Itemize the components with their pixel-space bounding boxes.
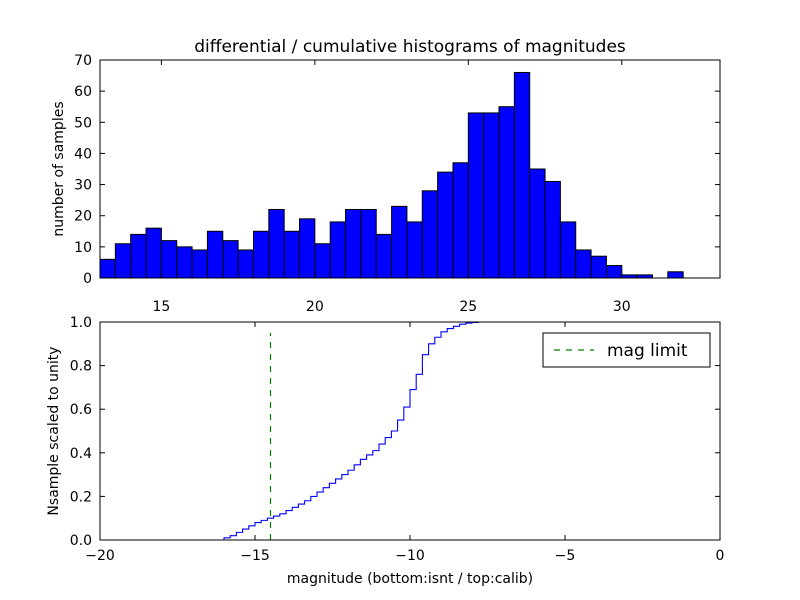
histogram-y-tick-label: 50	[74, 115, 92, 131]
histogram-y-tick-label: 20	[74, 209, 92, 225]
histogram-x-tick-label: 20	[306, 299, 324, 315]
histogram-bars	[99, 71, 684, 279]
histogram-bar	[160, 240, 178, 279]
histogram-panel: differential / cumulative histograms of …	[51, 37, 721, 315]
cumulative-y-tick-label: 0.8	[70, 359, 92, 375]
histogram-y-tick-label: 0	[83, 271, 92, 287]
cumulative-y-tick-label: 1.0	[70, 315, 92, 331]
histogram-bar	[498, 106, 515, 279]
cumulative-x-tick-label: 0	[716, 548, 725, 564]
cumulative-x-tick-label: −10	[395, 548, 425, 564]
histogram-y-tick-label: 70	[74, 53, 92, 69]
histogram-bar	[575, 249, 592, 279]
cumulative-axes-frame	[99, 321, 721, 541]
cumulative-y-tick-label: 0.4	[70, 446, 92, 462]
histogram-bar	[114, 243, 132, 279]
histogram-bar	[145, 227, 162, 279]
histogram-bar	[206, 230, 224, 279]
histogram-bar	[544, 180, 561, 279]
histogram-bar	[375, 233, 393, 279]
histogram-bar	[237, 249, 254, 279]
cumulative-y-tick-label: 0.2	[70, 489, 92, 505]
histogram-bar	[406, 221, 423, 279]
histogram-bar	[99, 258, 116, 279]
histogram-bar	[283, 230, 301, 279]
histogram-bar	[299, 218, 316, 279]
histogram-bar	[268, 208, 285, 279]
histogram-bar	[222, 240, 239, 279]
histogram-y-tick-label: 60	[74, 84, 92, 100]
histogram-bar	[329, 221, 347, 279]
histogram-y-tick-label: 10	[74, 240, 92, 256]
histogram-bar	[467, 112, 485, 279]
legend-mag-limit-label: mag limit	[607, 341, 688, 361]
histogram-bar	[314, 243, 331, 279]
histogram-y-tick-label: 40	[74, 146, 92, 162]
histogram-x-tick-label: 30	[613, 299, 631, 315]
legend: mag limit	[542, 332, 711, 368]
cumulative-y-tick-label: 0.0	[70, 533, 92, 549]
histogram-x-tick-label: 25	[459, 299, 477, 315]
histogram-ticks: 15 20 25 30 0 10 20 30 40 50 60 70	[74, 53, 720, 315]
histogram-bar	[483, 112, 500, 279]
cumulative-panel: −20 −15 −10 −5 0 0.0 0.2 0.4 0.6 0.8 1.0 magnitude…	[46, 315, 724, 587]
histogram-bar	[191, 249, 208, 279]
cumulative-step-line	[100, 321, 720, 541]
histogram-bar	[559, 221, 577, 279]
cumulative-x-axis-label: magnitude (bottom:isnt / top:calib)	[287, 571, 533, 587]
cumulative-x-tick-label: −20	[85, 548, 115, 564]
histogram-bar	[590, 255, 607, 279]
histogram-bar	[605, 265, 623, 279]
cumulative-y-tick-label: 0.6	[70, 402, 92, 418]
cumulative-ticks: −20 −15 −10 −5 0 0.0 0.2 0.4 0.6 0.8 1.0	[70, 315, 725, 564]
histogram-bar	[130, 233, 147, 279]
histogram-bar	[437, 171, 454, 279]
cumulative-y-axis-label: Nsample scaled to unity	[46, 346, 62, 515]
histogram-axes-frame	[99, 59, 721, 279]
histogram-bar	[529, 168, 546, 279]
histogram-y-axis-label: number of samples	[51, 101, 67, 236]
histogram-x-tick-label: 15	[152, 299, 170, 315]
cumulative-x-tick-label: −15	[240, 548, 270, 564]
histogram-bar	[360, 208, 377, 279]
histogram-y-tick-label: 30	[74, 178, 92, 194]
cumulative-x-tick-label: −5	[555, 548, 576, 564]
cumulative-lines	[100, 321, 720, 541]
histogram-bar	[391, 205, 408, 279]
histogram-bar	[452, 162, 469, 279]
histogram-bar	[345, 208, 362, 279]
histogram-bar	[176, 246, 193, 279]
chart-title: differential / cumulative histograms of …	[194, 37, 626, 57]
histogram-bar	[667, 271, 684, 279]
histogram-bar	[421, 190, 439, 279]
histogram-bar	[252, 230, 270, 279]
histogram-bar	[513, 71, 531, 279]
